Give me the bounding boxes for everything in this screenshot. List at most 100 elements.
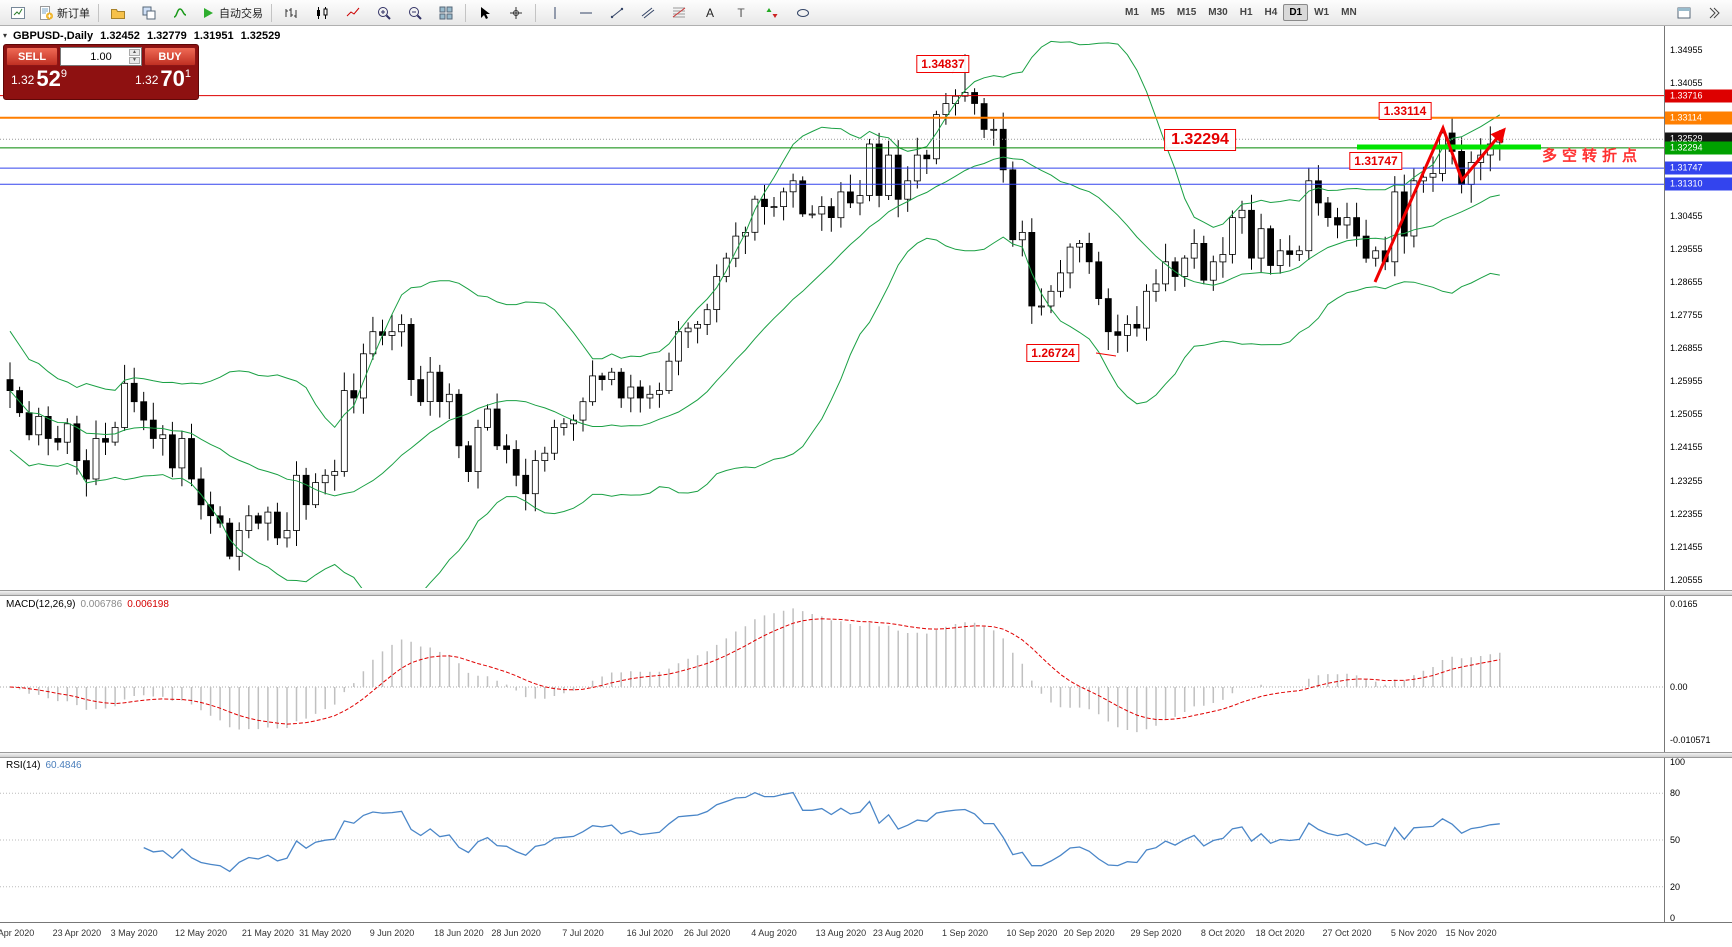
tf-w1[interactable]: W1 [1314,7,1330,18]
channel-icon [641,7,655,18]
autotrade-button[interactable]: 自动交易 [196,1,267,25]
tf-m5[interactable]: M5 [1150,7,1165,18]
dock-icon [1677,7,1691,18]
ask-sup: 1 [184,68,191,80]
tf-m1[interactable]: M1 [1125,7,1139,18]
tf-m30[interactable]: M30 [1208,7,1228,18]
pane-separator-macd[interactable] [0,590,1732,596]
chevrons-right-icon [1709,7,1720,18]
price-badge: 1.33716 [1665,89,1732,103]
price-badge: 1.31310 [1665,177,1732,191]
layouts-button[interactable] [134,1,164,25]
vertical-line-button[interactable] [540,1,570,25]
one-click-toggle-icon[interactable]: ▾ [3,31,8,40]
date-label: 28 Jun 2020 [491,928,541,938]
fibonacci-icon [672,7,686,17]
toolbar-separator [535,3,536,22]
volume-stepper[interactable]: ▲ ▼ [129,49,140,64]
ask-prefix: 1.32 [135,73,159,87]
line-chart-icon [346,7,360,16]
new-order-button[interactable]: 新订单 [34,1,94,25]
price-badge: 1.33114 [1665,111,1732,125]
pane-separator-rsi[interactable] [0,752,1732,758]
tf-mn[interactable]: MN [1341,7,1357,18]
date-label: 14 Apr 2020 [0,928,35,938]
shapes-button[interactable] [788,1,818,25]
crosshair-button[interactable] [501,1,531,25]
date-label: 5 Nov 2020 [1390,928,1437,938]
macd-scale-label: -0.010571 [1670,735,1711,746]
date-label: 21 May 2020 [241,928,294,938]
price-scale-label: 1.27755 [1670,309,1703,320]
dock-button[interactable] [1669,1,1699,25]
date-label: 13 Aug 2020 [815,928,867,938]
price-scale-label: 1.21455 [1670,541,1703,552]
bar-chart-button[interactable] [276,1,306,25]
chart-canvas[interactable] [0,26,1732,946]
price-annotation-box[interactable]: 1.31747 [1349,152,1403,170]
more-tools-button[interactable] [1699,1,1729,25]
tf-h1[interactable]: H1 [1239,7,1253,18]
zoom-in-button[interactable] [369,1,399,25]
chart-window[interactable]: ▾ GBPUSD-,Daily 1.32452 1.32779 1.31951 … [0,26,1732,947]
macd-label: MACD(12,26,9) 0.006786 0.006198 [6,599,169,610]
line-chart-button[interactable] [338,1,368,25]
macd-value-main: 0.006786 [80,599,123,610]
date-label: 7 Jul 2020 [562,928,604,938]
volume-up-icon: ▲ [129,49,140,56]
arrows-button[interactable] [757,1,787,25]
volume-input[interactable]: 1.00 ▲ ▼ [60,47,142,66]
sell-button[interactable]: SELL [6,47,58,66]
new-chart-icon [11,6,25,19]
profiles-button[interactable] [103,1,133,25]
tf-d1[interactable]: D1 [1283,4,1309,21]
macd-scale-label: 0.00 [1670,682,1688,692]
tf-m15[interactable]: M15 [1176,7,1197,18]
horizontal-line-icon [580,12,592,13]
chart-info-line: GBPUSD-,Daily 1.32452 1.32779 1.31951 1.… [13,30,284,42]
text-label-button[interactable]: T [726,1,756,25]
autotrade-label: 自动交易 [219,7,263,20]
rsi-name: RSI(14) [6,760,41,771]
bid-prefix: 1.32 [11,73,35,87]
ohlc-close: 1.32529 [240,30,281,42]
macd-scale-label: 0.0165 [1670,599,1698,610]
ohlc-high: 1.32779 [146,30,187,42]
candle-chart-button[interactable] [307,1,337,25]
draw-text-button[interactable]: A [695,1,725,25]
price-annotation-box[interactable]: 1.26724 [1026,344,1080,362]
cursor-button[interactable] [470,1,500,25]
price-annotation-box[interactable]: 1.32294 [1164,129,1236,151]
volume-down-icon: ▼ [129,57,140,64]
crosshair-icon [510,6,522,19]
macd-value-signal: 0.006198 [127,599,169,610]
buy-button[interactable]: BUY [144,47,196,66]
tile-windows-button[interactable] [431,1,461,25]
new-chart-button[interactable] [3,1,33,25]
time-scale[interactable]: 14 Apr 2020 23 Apr 2020 3 May 2020 12 May 2… [0,922,1732,947]
price-scale[interactable]: 1.34955 1.34055 1.30455 1.29555 1.28655 1.277… [1664,26,1732,923]
indicators-button[interactable] [165,1,195,25]
svg-text:A: A [706,6,714,20]
tf-h4[interactable]: H4 [1264,7,1278,18]
date-label: 27 Oct 2020 [1322,928,1372,938]
price-scale-label: 1.25055 [1670,409,1703,420]
note-annotation[interactable]: 多空转折点 [1541,147,1643,165]
price-annotation-box[interactable]: 1.33114 [1378,102,1432,120]
ask-price[interactable]: 1.32 70 1 [135,68,191,90]
price-annotation-box[interactable]: 1.34837 [916,55,970,73]
fibonacci-button[interactable] [664,1,694,25]
date-label: 26 Jul 2020 [683,928,731,938]
price-scale-label: 1.24155 [1670,442,1703,453]
trendline-button[interactable] [602,1,632,25]
price-scale-label: 1.34955 [1670,45,1703,55]
bid-price[interactable]: 1.32 52 9 [11,66,67,91]
bid-big: 52 [36,66,61,91]
horizontal-line-button[interactable] [571,1,601,25]
autotrade-play-icon [204,7,213,18]
price-scale-label: 1.26855 [1670,343,1703,354]
zoom-out-button[interactable] [400,1,430,25]
channel-button[interactable] [633,1,663,25]
bar-chart-icon [285,7,297,18]
rsi-scale-label: 20 [1670,881,1681,892]
